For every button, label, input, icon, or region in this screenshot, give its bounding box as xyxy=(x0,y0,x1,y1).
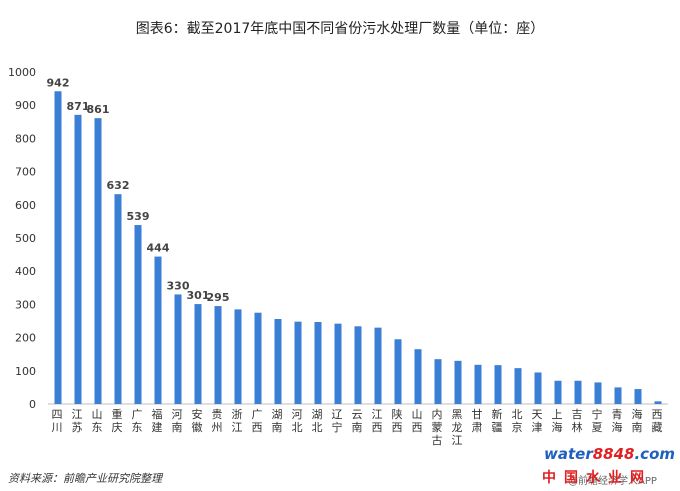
bar xyxy=(534,372,542,404)
bar xyxy=(114,194,122,404)
x-tick-label: 江苏 xyxy=(72,408,83,434)
bar xyxy=(354,326,362,404)
data-label: 942 xyxy=(47,76,70,89)
x-tick-label: 湖北 xyxy=(312,408,323,434)
x-tick-label: 天津 xyxy=(532,408,543,434)
bar xyxy=(274,319,282,404)
x-tick-label: 黑龙江 xyxy=(452,408,463,447)
bar-chart: 0 100 200 300 400 500 600 700 800 900 1000 942 四川 871… xyxy=(8,66,668,447)
x-tick-label: 广西 xyxy=(252,408,263,434)
bar xyxy=(494,365,502,404)
bar xyxy=(594,382,602,404)
data-label: 295 xyxy=(207,291,230,304)
y-tick-label: 700 xyxy=(15,166,36,179)
x-tick-label: 广东 xyxy=(132,408,143,434)
x-tick-label: 江西 xyxy=(372,408,383,434)
x-tick-label: 河北 xyxy=(292,408,303,434)
bar xyxy=(134,225,142,404)
x-tick-label: 上海 xyxy=(552,408,563,434)
x-tick-label: 河南 xyxy=(172,408,183,434)
x-tick-label: 吉林 xyxy=(572,408,583,434)
bar xyxy=(394,339,402,404)
bar xyxy=(74,114,82,404)
bar xyxy=(334,323,342,404)
bar xyxy=(154,256,162,404)
bar xyxy=(454,360,462,404)
data-label: 861 xyxy=(87,103,110,116)
data-label: 444 xyxy=(147,242,170,255)
bar xyxy=(614,387,622,404)
data-label: 539 xyxy=(127,210,150,223)
x-tick-label: 云南 xyxy=(352,408,363,434)
bar xyxy=(234,309,242,404)
x-tick-label: 重庆 xyxy=(112,407,123,434)
x-tick-label: 宁夏 xyxy=(592,407,603,434)
bar xyxy=(554,380,562,404)
bar xyxy=(374,327,382,404)
bar xyxy=(294,321,302,404)
source-note: 资料来源：前瞻产业研究院整理 xyxy=(8,472,162,485)
x-tick-label: 安徽 xyxy=(192,407,203,434)
x-tick-label: 福建 xyxy=(152,407,163,434)
logo-brand-suffix: .com xyxy=(634,445,676,463)
logo-brand-water: water xyxy=(544,445,593,463)
watermark-text: @前瞻经济学人APP xyxy=(568,476,657,487)
x-tick-label: 山东 xyxy=(92,408,103,434)
water8848-logo: water8848.com 中国水业网 xyxy=(540,445,675,487)
bar xyxy=(474,364,482,404)
y-tick-label: 0 xyxy=(29,398,36,411)
y-tick-label: 500 xyxy=(15,232,36,245)
x-tick-label: 四川 xyxy=(52,408,63,434)
x-tick-label: 辽宁 xyxy=(332,408,343,434)
bar xyxy=(414,349,422,404)
x-tick-label: 山西 xyxy=(412,408,423,434)
x-tick-label: 新疆 xyxy=(492,407,503,434)
x-tick-label: 内蒙古 xyxy=(432,407,443,447)
bar xyxy=(574,380,582,404)
data-label: 301 xyxy=(187,289,210,302)
y-tick-label: 800 xyxy=(15,132,36,145)
bar xyxy=(94,118,102,404)
x-tick-label: 湖南 xyxy=(272,408,283,434)
bar xyxy=(54,91,62,405)
y-tick-label: 900 xyxy=(15,99,36,112)
bar xyxy=(314,321,322,404)
x-tick-label: 西藏 xyxy=(652,408,663,434)
y-tick-label: 600 xyxy=(15,199,36,212)
chart-title: 图表6：截至2017年底中国不同省份污水处理厂数量（单位：座） xyxy=(135,21,545,37)
x-tick-label: 浙江 xyxy=(232,408,243,434)
data-label: 330 xyxy=(167,279,190,292)
bar xyxy=(434,359,442,404)
bar xyxy=(654,401,662,404)
y-tick-label: 1000 xyxy=(8,66,36,79)
logo-brand-cn: 中国水业网 xyxy=(542,470,652,486)
y-tick-label: 400 xyxy=(15,265,36,278)
x-tick-label: 陕西 xyxy=(392,407,403,434)
logo-brand-num: 8848 xyxy=(592,445,635,463)
x-tick-label: 海南 xyxy=(632,407,643,434)
y-tick-label: 100 xyxy=(15,365,36,378)
y-tick-label: 300 xyxy=(15,298,36,311)
bar xyxy=(214,306,222,404)
bar xyxy=(634,389,642,404)
bar xyxy=(254,312,262,404)
x-tick-label: 贵州 xyxy=(212,408,223,434)
y-tick-label: 200 xyxy=(15,332,36,345)
x-tick-label: 甘肃 xyxy=(472,408,483,434)
data-label: 632 xyxy=(107,179,130,192)
x-tick-label: 北京 xyxy=(512,408,523,434)
bar xyxy=(514,368,522,404)
bar xyxy=(194,304,202,404)
data-label: 871 xyxy=(67,100,90,113)
bar xyxy=(174,294,182,404)
x-tick-label: 青海 xyxy=(612,408,623,434)
